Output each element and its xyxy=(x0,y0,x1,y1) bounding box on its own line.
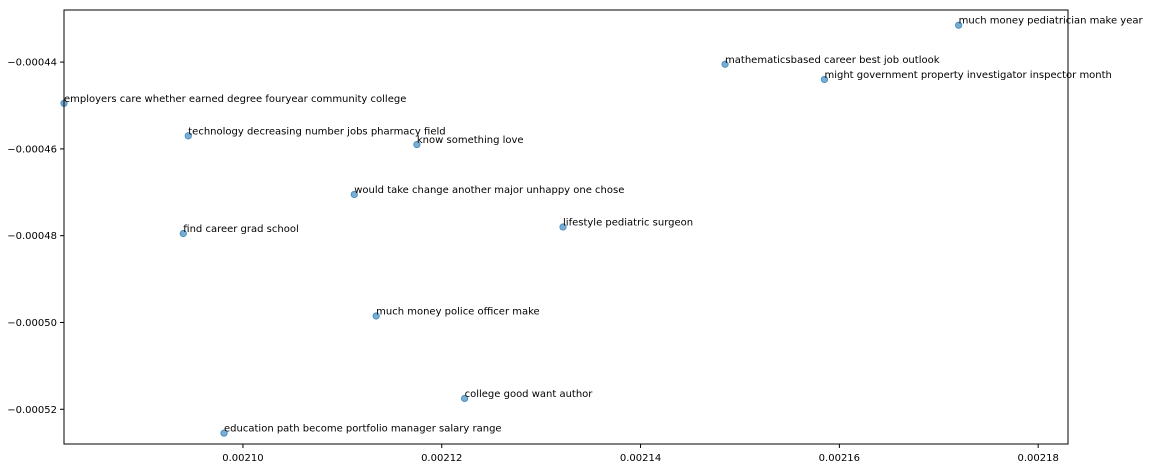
data-points xyxy=(60,21,963,437)
y-tick-label: −0.00050 xyxy=(7,318,57,329)
point-label: education path become portfolio manager … xyxy=(224,424,502,435)
scatter-point xyxy=(350,190,358,199)
scatter-point xyxy=(721,60,729,68)
scatter-point xyxy=(461,394,469,403)
point-label: know something love xyxy=(417,135,524,146)
plot-area-frame xyxy=(63,9,1069,445)
scatter-point xyxy=(184,132,192,140)
x-tick-label: 0.00212 xyxy=(421,453,462,464)
scatter-point xyxy=(413,140,421,149)
point-label: find career grad school xyxy=(183,224,298,235)
x-tick-label: 0.00218 xyxy=(1017,453,1058,464)
x-tick-label: 0.00210 xyxy=(222,453,263,464)
scatter-point xyxy=(820,75,829,84)
point-label: mathematicsbased career best job outlook xyxy=(725,55,940,66)
point-label: much money pediatrician make year xyxy=(959,16,1144,27)
point-label: college good want author xyxy=(465,389,594,400)
point-labels: much money pediatrician make year mathema… xyxy=(64,16,1144,435)
y-tick-label: −0.00052 xyxy=(7,405,57,416)
scatter-point xyxy=(559,223,567,231)
y-axis: −0.00044 −0.00046 −0.00048 −0.00050 −0.00052 xyxy=(7,58,64,416)
point-label: much money police officer make xyxy=(376,306,540,317)
point-label: might government property investigator i… xyxy=(824,70,1111,81)
scatter-point xyxy=(955,21,963,29)
point-label: lifestyle pediatric surgeon xyxy=(563,218,693,229)
scatter-point xyxy=(372,312,380,320)
x-axis: 0.00210 0.00212 0.00214 0.00216 0.00218 xyxy=(222,444,1059,464)
point-label: would take change another major unhappy … xyxy=(354,185,624,196)
y-tick-label: −0.00046 xyxy=(7,144,57,155)
point-label: employers care whether earned degree fou… xyxy=(64,94,406,105)
x-tick-label: 0.00214 xyxy=(620,453,661,464)
x-tick-label: 0.00216 xyxy=(819,453,860,464)
scatter-point xyxy=(179,229,187,238)
point-label: technology decreasing number jobs pharma… xyxy=(188,126,445,137)
y-tick-label: −0.00048 xyxy=(7,231,57,242)
scatter-point xyxy=(220,429,228,437)
y-tick-label: −0.00044 xyxy=(7,58,57,69)
